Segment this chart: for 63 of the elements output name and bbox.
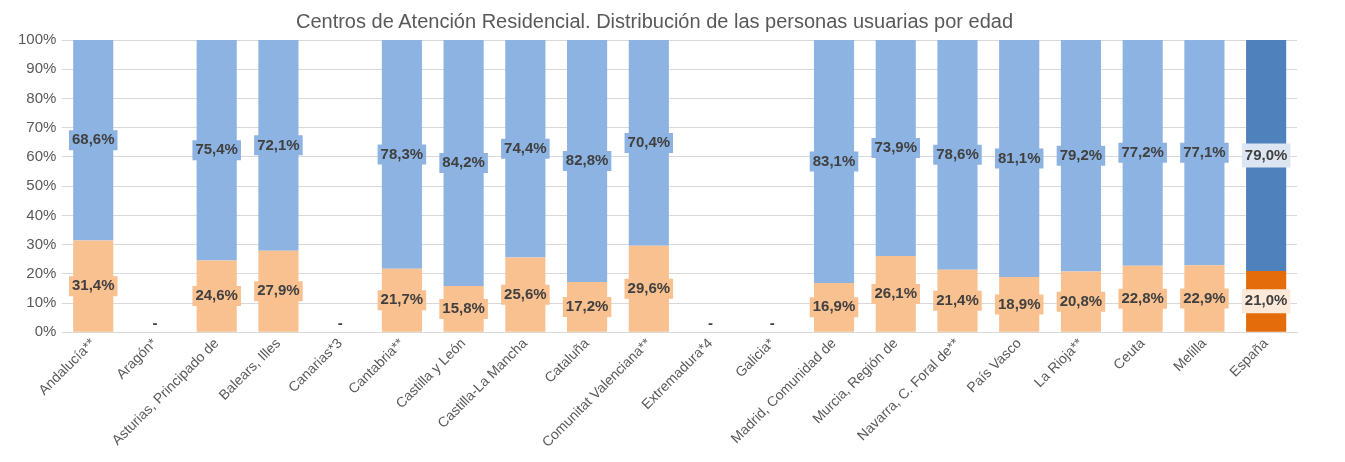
bar (937, 40, 978, 270)
bar (567, 40, 608, 283)
bar (196, 40, 237, 261)
y-tick-label: 90% (26, 59, 57, 77)
y-tick-label: 40% (26, 205, 57, 223)
data-label: 26,1% (874, 284, 918, 302)
data-label: 17,2% (565, 297, 609, 315)
text: - (152, 314, 158, 332)
bar (258, 40, 299, 251)
data-label: 18,9% (997, 294, 1041, 312)
data-label: 21,4% (936, 290, 979, 308)
y-tick-label: 0% (34, 322, 57, 340)
data-label: 27,9% (257, 281, 300, 299)
data-label: 21,0% (1244, 291, 1288, 309)
data-label: 22,8% (1121, 288, 1164, 306)
data-label: 21,7% (380, 290, 424, 308)
data-label: 70,4% (627, 133, 671, 151)
bar (999, 40, 1040, 278)
y-tick-label: 10% (26, 293, 57, 311)
text: - (769, 314, 775, 332)
data-label: 73,9% (874, 138, 918, 156)
bar (505, 40, 546, 258)
y-tick-label: 20% (26, 263, 57, 281)
bar (875, 40, 916, 257)
data-label: 24,6% (195, 286, 238, 304)
data-label: 78,3% (380, 144, 424, 162)
bar (813, 40, 855, 283)
data-label: 25,6% (504, 284, 547, 302)
data-label: 79,0% (1244, 145, 1288, 163)
bar (1184, 40, 1225, 266)
data-label: 31,4% (71, 276, 115, 294)
bar (1060, 40, 1101, 272)
chart-title: Centros de Atención Residencial. Distribución de las personas usuarias por edad (295, 9, 1014, 32)
data-label: 29,6% (627, 278, 671, 296)
data-label: 84,2% (442, 153, 485, 171)
data-label: 75,4% (195, 140, 238, 158)
data-label: 22,9% (1183, 288, 1226, 306)
data-label: 16,9% (812, 297, 856, 315)
bar (73, 40, 114, 241)
y-tick-label: 30% (26, 234, 57, 252)
data-label: 77,1% (1183, 142, 1226, 160)
data-label: 78,6% (936, 145, 979, 163)
data-label: 83,1% (812, 151, 856, 169)
data-label: 79,2% (1059, 145, 1103, 163)
bar (628, 40, 669, 246)
data-label: 20,8% (1059, 291, 1103, 309)
data-label: 77,2% (1121, 142, 1164, 160)
text: - (708, 314, 714, 332)
data-label: 72,1% (257, 135, 300, 153)
bar (381, 40, 422, 269)
data-label: 15,8% (442, 299, 485, 317)
data-label: 68,6% (71, 130, 115, 148)
y-tick-label: 100% (17, 30, 57, 48)
y-tick-label: 50% (26, 176, 57, 194)
bar (1122, 40, 1163, 266)
y-tick-label: 60% (26, 147, 57, 165)
text: - (337, 314, 343, 332)
data-label: 81,1% (997, 148, 1041, 166)
y-tick-label: 70% (26, 117, 57, 135)
data-label: 82,8% (565, 151, 609, 169)
bar (443, 40, 484, 287)
data-label: 74,4% (504, 138, 547, 156)
y-tick-label: 80% (26, 88, 57, 106)
